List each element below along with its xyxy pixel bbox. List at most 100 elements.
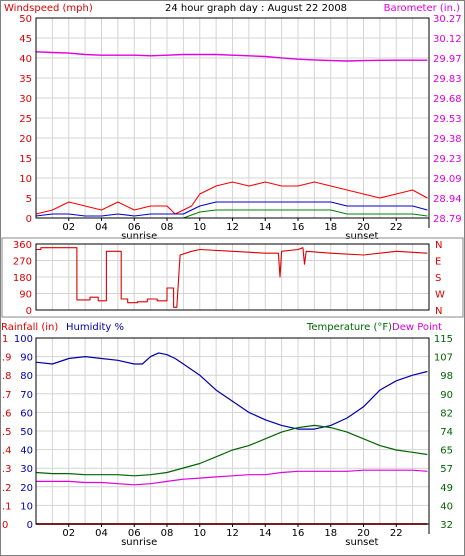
barometer-axis-label: Barometer (in.) xyxy=(384,3,460,14)
climate-x-tick-label: 18 xyxy=(324,528,337,539)
wind-x-tick-label: 16 xyxy=(292,222,305,233)
climate-x-tick-label: 02 xyxy=(62,528,75,539)
barometer-tick-label: 29.09 xyxy=(433,174,462,185)
rainfall-tick-label: .3 xyxy=(2,464,12,475)
humidity-tick-label: 100 xyxy=(14,334,33,345)
humidity-axis-label: Humidity % xyxy=(66,322,124,333)
wind-x-tick-label: 08 xyxy=(161,222,174,233)
wind-barometer-panel: 0 5 10 15 20 25 30 35 40 45 50 28.79 28.94 29.09 29.23… xyxy=(19,14,461,242)
rainfall-tick-label: .2 xyxy=(2,483,12,494)
temperature-tick-label: 57 xyxy=(440,464,453,475)
wind-x-tick-label: 22 xyxy=(390,222,403,233)
windspeed-tick-label: 35 xyxy=(19,74,32,85)
rainfall-tick-label: .8 xyxy=(2,371,12,382)
direction-tick-label: 90 xyxy=(19,290,32,301)
dewpoint-line xyxy=(36,469,428,486)
windspeed-tick-label: 50 xyxy=(19,14,32,25)
wind-x-tick-label: 10 xyxy=(193,222,206,233)
rainfall-tick-label: .9 xyxy=(2,353,12,364)
windspeed-axis-label: Windspeed (mph) xyxy=(4,3,93,14)
windspeed-tick-label: 0 xyxy=(26,214,32,225)
climate-x-tick-label: 12 xyxy=(226,528,239,539)
temperature-tick-label: 90 xyxy=(440,390,453,401)
compass-tick-label: E xyxy=(435,257,441,268)
temperature-tick-label: 32 xyxy=(440,520,453,531)
graph-title: 24 hour graph day : August 22 2008 xyxy=(165,3,347,14)
windspeed-tick-label: 15 xyxy=(19,154,32,165)
temperature-tick-label: 107 xyxy=(434,353,453,364)
wind-avg-line xyxy=(35,201,428,217)
windspeed-tick-label: 10 xyxy=(19,174,32,185)
wind-direction-line xyxy=(36,247,428,308)
rainfall-tick-label: 1 xyxy=(2,334,8,345)
temperature-tick-label: 82 xyxy=(440,408,453,419)
windspeed-tick-label: 40 xyxy=(19,54,32,65)
climate-x-tick-label: 06 xyxy=(128,528,141,539)
climate-x-tick-label: 16 xyxy=(292,528,305,539)
humidity-tick-label: 20 xyxy=(20,483,33,494)
temperature-tick-label: 74 xyxy=(440,427,453,438)
temperature-tick-label: 98 xyxy=(440,371,453,382)
barometer-tick-label: 29.68 xyxy=(433,94,462,105)
climate-sunrise-marker: sunrise xyxy=(121,537,157,548)
wind-sunrise-marker: sunrise xyxy=(121,231,157,242)
direction-tick-label: 0 xyxy=(26,306,32,317)
windspeed-tick-label: 5 xyxy=(26,194,32,205)
wind-gust-line xyxy=(35,181,428,215)
compass-tick-label: N xyxy=(435,306,442,317)
barometer-line xyxy=(35,51,428,62)
wind-sunset-marker: sunset xyxy=(345,231,378,242)
climate-x-tick-label: 20 xyxy=(357,528,370,539)
wind-x-tick-label: 02 xyxy=(62,222,75,233)
temperature-axis-label: Temperature (°F) xyxy=(306,322,392,333)
temperature-tick-label: 49 xyxy=(440,483,453,494)
humidity-tick-label: 30 xyxy=(20,464,33,475)
barometer-tick-label: 28.79 xyxy=(433,214,462,225)
humidity-tick-label: 80 xyxy=(20,371,33,382)
humidity-tick-label: 10 xyxy=(20,501,33,512)
windspeed-tick-label: 25 xyxy=(19,114,32,125)
climate-x-tick-label: 04 xyxy=(95,528,108,539)
direction-tick-label: 180 xyxy=(13,273,32,284)
barometer-tick-label: 30.27 xyxy=(433,14,462,25)
climate-x-tick-label: 22 xyxy=(390,528,403,539)
temperature-tick-label: 115 xyxy=(434,334,453,345)
humidity-line xyxy=(35,352,428,430)
humidity-tick-label: 0 xyxy=(27,520,33,531)
wind-x-tick-label: 18 xyxy=(324,222,337,233)
climate-sunset-marker: sunset xyxy=(345,537,378,548)
rainfall-tick-label: .6 xyxy=(2,408,12,419)
dewpoint-axis-label: Dew Point xyxy=(392,322,442,333)
direction-tick-label: 360 xyxy=(13,240,32,251)
barometer-tick-label: 29.97 xyxy=(433,54,462,65)
windspeed-tick-label: 20 xyxy=(19,134,32,145)
windspeed-tick-label: 45 xyxy=(19,34,32,45)
barometer-tick-label: 28.94 xyxy=(433,194,462,205)
rainfall-tick-label: .4 xyxy=(2,446,12,457)
climate-x-tick-label: 08 xyxy=(161,528,174,539)
wind-x-tick-label: 14 xyxy=(259,222,272,233)
direction-tick-label: 270 xyxy=(13,257,32,268)
wind-x-tick-label: 20 xyxy=(357,222,370,233)
humidity-tick-label: 90 xyxy=(20,353,33,364)
direction-panel-box xyxy=(1,237,464,318)
rainfall-axis-label: Rainfall (in) xyxy=(1,322,58,333)
barometer-tick-label: 29.38 xyxy=(433,134,462,145)
humidity-tick-label: 70 xyxy=(20,390,33,401)
temperature-line xyxy=(35,424,428,477)
barometer-tick-label: 30.12 xyxy=(433,34,462,45)
humidity-tick-label: 50 xyxy=(20,427,33,438)
temperature-tick-label: 65 xyxy=(440,446,453,457)
temperature-humidity-panel: 0.1.2.3.4.5.6.7.8.9101020304050607080901… xyxy=(2,334,453,548)
temperature-tick-label: 40 xyxy=(440,501,453,512)
rainfall-tick-label: 0 xyxy=(2,520,8,531)
compass-tick-label: S xyxy=(435,273,441,284)
rainfall-tick-label: .5 xyxy=(2,427,12,438)
climate-x-tick-label: 10 xyxy=(193,528,206,539)
direction-plot-frame xyxy=(35,243,430,311)
wind-x-tick-label: 06 xyxy=(128,222,141,233)
barometer-tick-label: 29.23 xyxy=(433,154,462,165)
wind-x-tick-label: 04 xyxy=(95,222,108,233)
